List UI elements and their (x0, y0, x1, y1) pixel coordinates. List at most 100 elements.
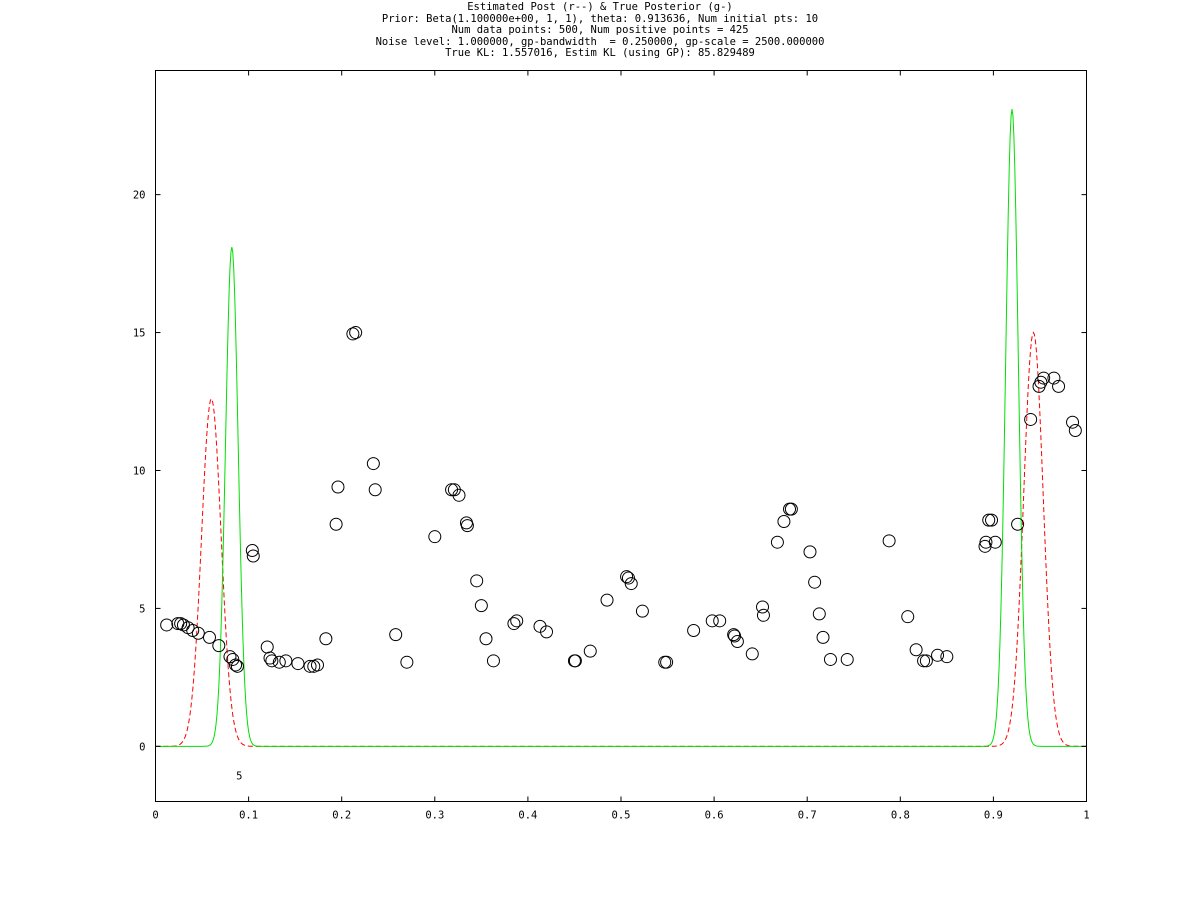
data-point (229, 658, 243, 672)
data-point (730, 635, 744, 649)
title-line: Prior: Beta(1.100000e+00, 1, 1), theta: … (381, 12, 819, 25)
data-point (212, 639, 226, 653)
data-point (331, 480, 345, 494)
data-point (620, 570, 634, 584)
data-point (1024, 412, 1038, 426)
x-tick-label: 0.5 (612, 810, 631, 822)
data-point (486, 654, 500, 668)
data-point (291, 657, 305, 671)
data-point (784, 502, 798, 516)
y-tick-label: 10 (133, 465, 146, 477)
data-point (1037, 371, 1051, 385)
data-point (174, 617, 188, 631)
x-tick-label: 0.9 (984, 810, 1003, 822)
x-tick-label: 0.1 (239, 810, 258, 822)
x-tick-label: 0.2 (332, 810, 351, 822)
data-point (263, 651, 277, 665)
data-point (329, 517, 343, 531)
data-point (770, 535, 784, 549)
x-tick-label: 0.8 (891, 810, 910, 822)
data-point (349, 326, 363, 340)
data-point (727, 628, 741, 642)
title-line: Num data points: 500, Num positive point… (451, 24, 749, 36)
data-point (260, 640, 274, 654)
data-point (1066, 415, 1080, 429)
data-point (265, 654, 279, 668)
title-line: Estimated Post (r--) & True Posterior (g… (467, 1, 733, 13)
data-point (808, 575, 822, 589)
data-point (510, 614, 524, 628)
data-point (346, 327, 360, 341)
x-tick-label: 0 (152, 810, 158, 822)
data-point (366, 457, 380, 471)
data-point (917, 654, 931, 668)
data-point (600, 593, 614, 607)
title-line: Noise level: 1.000000, gp-bandwidth = 0.… (375, 35, 825, 48)
data-point (624, 577, 638, 591)
y-tick-label: 0 (139, 741, 145, 753)
estimated-posterior-line (155, 331, 1087, 747)
data-point (982, 513, 996, 527)
data-point (901, 610, 915, 624)
y-tick-label: 20 (133, 190, 146, 202)
data-point (1068, 423, 1082, 437)
y-tick-label: 5 (139, 603, 145, 615)
data-point (568, 654, 582, 668)
data-point (245, 543, 259, 557)
data-point (474, 599, 488, 613)
data-point (310, 658, 324, 672)
data-point (777, 515, 791, 529)
x-tick-label: 0.6 (705, 810, 724, 822)
data-point (940, 650, 954, 664)
series-layer (155, 109, 1087, 747)
data-point (479, 632, 493, 646)
data-point (823, 652, 837, 666)
data-point (840, 652, 854, 666)
data-point (979, 535, 993, 549)
data-point (745, 647, 759, 661)
data-point (428, 530, 442, 544)
plot-area-frame (155, 70, 1087, 802)
data-point (567, 654, 581, 668)
data-point (919, 654, 933, 668)
data-point (160, 618, 174, 632)
data-point (507, 617, 521, 631)
title-line: True KL: 1.557016, Estim KL (using GP): … (445, 47, 755, 59)
data-point (812, 607, 826, 621)
data-point (1047, 371, 1061, 385)
x-tick-label: 0.7 (798, 810, 817, 822)
data-point (540, 625, 554, 639)
data-point (756, 600, 770, 614)
data-point (635, 604, 649, 618)
data-point (452, 488, 466, 502)
data-point (1052, 379, 1066, 393)
data-point (803, 545, 817, 559)
data-point (230, 659, 244, 673)
data-point (985, 513, 999, 527)
y-tick-label: 15 (133, 328, 146, 340)
data-point (272, 655, 286, 669)
data-point (246, 549, 260, 563)
data-point (882, 534, 896, 548)
data-point (191, 626, 205, 640)
data-point (319, 632, 333, 646)
true-posterior-line (155, 109, 1087, 747)
annotation-label: 5 (236, 770, 242, 782)
data-point (705, 614, 719, 628)
data-point (756, 608, 770, 622)
data-point (713, 614, 727, 628)
data-point (202, 630, 216, 644)
data-point (1011, 517, 1025, 531)
data-point (400, 655, 414, 669)
data-point (687, 623, 701, 637)
data-point (368, 483, 382, 497)
x-tick-label: 0.4 (518, 810, 537, 822)
scatter-layer (160, 326, 1082, 673)
chart-title: Estimated Post (r--) & True Posterior (g… (0, 1, 1200, 60)
data-point (1034, 375, 1048, 389)
data-point (389, 628, 403, 642)
data-point (988, 535, 1002, 549)
data-point (583, 644, 597, 658)
